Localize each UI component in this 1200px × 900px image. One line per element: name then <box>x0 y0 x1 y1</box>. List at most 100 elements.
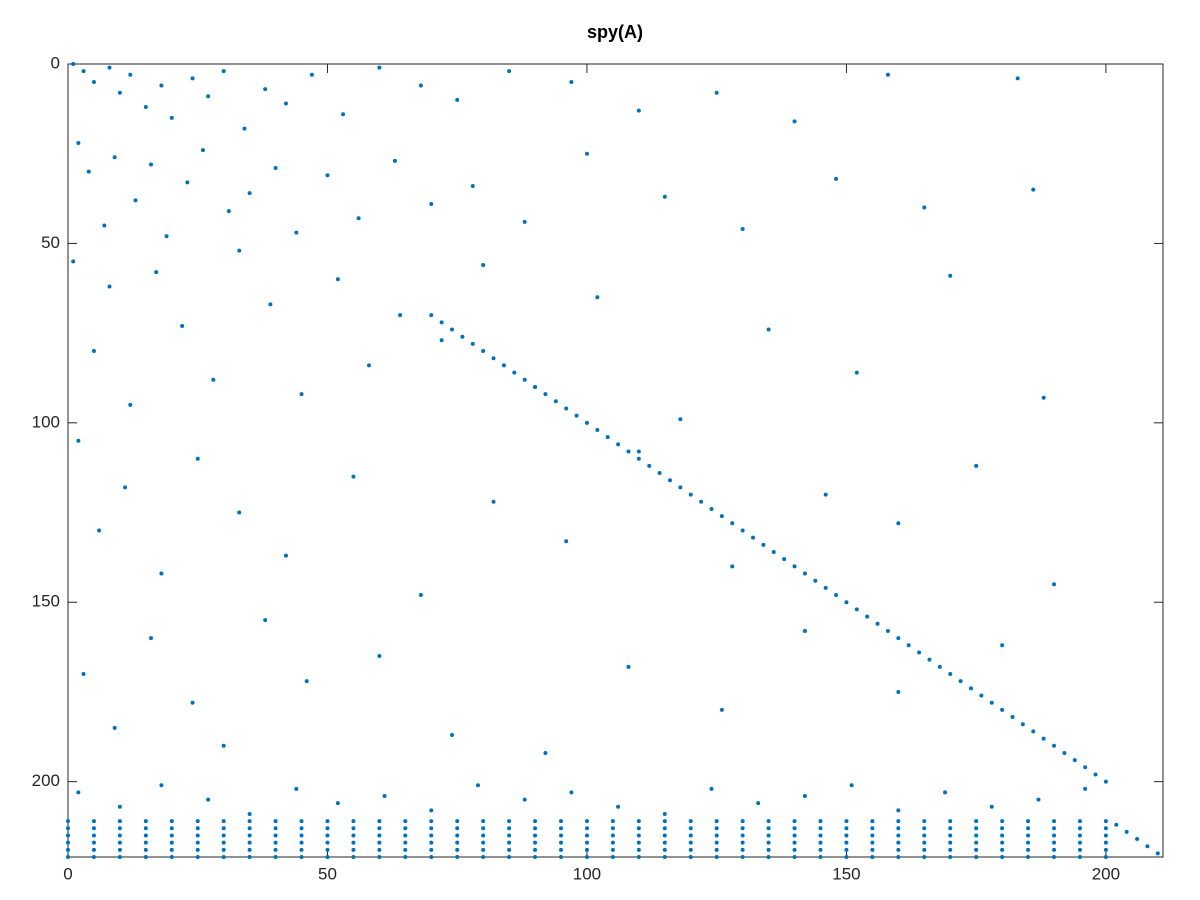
nonzero-dot <box>169 847 174 852</box>
nonzero-dot <box>366 363 371 368</box>
nonzero-dot <box>974 826 979 831</box>
nonzero-dot <box>792 855 797 859</box>
nonzero-dot <box>481 826 486 831</box>
nonzero-dot <box>450 327 455 332</box>
nonzero-dot <box>844 600 849 605</box>
nonzero-dot <box>325 819 330 824</box>
nonzero-dot <box>870 826 875 831</box>
nonzero-dot <box>91 847 96 852</box>
nonzero-dot <box>377 65 382 70</box>
nonzero-dot <box>1052 819 1057 824</box>
nonzero-dot <box>709 786 714 791</box>
nonzero-dot <box>200 148 205 153</box>
nonzero-dot <box>294 786 299 791</box>
nonzero-dot <box>636 456 641 461</box>
nonzero-dot <box>1052 840 1057 845</box>
nonzero-dot <box>870 840 875 845</box>
nonzero-dot <box>143 105 148 110</box>
nonzero-dot <box>418 83 423 88</box>
nonzero-dot <box>818 826 823 831</box>
nonzero-dot <box>1077 819 1082 824</box>
nonzero-dot <box>117 847 122 852</box>
nonzero-dot <box>818 855 823 859</box>
nonzero-dot <box>325 855 330 859</box>
nonzero-dot <box>429 826 434 831</box>
nonzero-dot <box>221 743 226 748</box>
nonzero-dot <box>616 442 621 447</box>
nonzero-dot <box>1000 819 1005 824</box>
nonzero-dot <box>610 847 615 852</box>
nonzero-dot <box>792 119 797 124</box>
nonzero-dot <box>740 833 745 838</box>
nonzero-dot <box>1031 187 1036 192</box>
nonzero-dot <box>802 794 807 798</box>
nonzero-dot <box>896 840 901 845</box>
nonzero-dot <box>678 417 683 422</box>
nonzero-dot <box>403 819 408 824</box>
nonzero-dot <box>714 840 719 845</box>
nonzero-dot <box>647 463 652 468</box>
nonzero-dot <box>584 151 589 156</box>
nonzero-dot <box>169 840 174 845</box>
nonzero-dot <box>1145 844 1150 849</box>
nonzero-dot <box>273 855 278 859</box>
nonzero-dot <box>481 840 486 845</box>
nonzero-dot <box>1103 840 1108 845</box>
x-tick-label: 200 <box>1092 864 1120 883</box>
nonzero-dot <box>522 377 527 382</box>
nonzero-dot <box>299 819 304 824</box>
nonzero-dot <box>948 826 953 831</box>
nonzero-dot <box>559 833 564 838</box>
nonzero-dot <box>766 833 771 838</box>
nonzero-dot <box>662 847 667 852</box>
nonzero-dot <box>382 794 387 798</box>
nonzero-dot <box>559 819 564 824</box>
nonzero-dot <box>714 90 719 95</box>
nonzero-dot <box>91 855 96 859</box>
nonzero-dot <box>584 840 589 845</box>
nonzero-dot <box>564 539 569 544</box>
nonzero-dot <box>195 456 200 461</box>
nonzero-dot <box>896 521 901 526</box>
nonzero-dot <box>1026 833 1031 838</box>
nonzero-dot <box>76 790 81 795</box>
nonzero-dot <box>974 840 979 845</box>
nonzero-dot <box>844 819 849 824</box>
nonzero-dot <box>325 173 330 178</box>
nonzero-dot <box>584 819 589 824</box>
nonzero-dot <box>714 833 719 838</box>
nonzero-dot <box>294 230 299 235</box>
nonzero-dot <box>169 819 174 824</box>
nonzero-dot <box>849 783 854 788</box>
nonzero-dot <box>740 847 745 852</box>
nonzero-dot <box>403 855 408 859</box>
nonzero-dot <box>507 847 512 852</box>
nonzero-dot <box>1077 847 1082 852</box>
nonzero-dot <box>906 643 911 648</box>
nonzero-dot <box>922 847 927 852</box>
nonzero-dot <box>1103 847 1108 852</box>
nonzero-dot <box>107 65 112 70</box>
nonzero-dot <box>1124 829 1129 834</box>
nonzero-dot <box>543 750 548 755</box>
nonzero-dot <box>247 847 252 852</box>
nonzero-dot <box>247 840 252 845</box>
nonzero-dot <box>662 826 667 831</box>
nonzero-dot <box>948 840 953 845</box>
nonzero-dot <box>325 833 330 838</box>
nonzero-dot <box>66 840 70 845</box>
nonzero-dot <box>948 833 953 838</box>
nonzero-dot <box>844 833 849 838</box>
nonzero-dot <box>569 79 574 84</box>
y-tick-label: 150 <box>32 592 60 611</box>
nonzero-dot <box>1072 758 1077 763</box>
nonzero-dot <box>766 819 771 824</box>
nonzero-dot <box>206 797 211 802</box>
nonzero-dot <box>133 198 138 203</box>
nonzero-dot <box>377 833 382 838</box>
nonzero-dot <box>943 790 948 795</box>
nonzero-dot <box>341 112 346 117</box>
nonzero-dot <box>1135 837 1140 842</box>
nonzero-dot <box>626 449 631 454</box>
nonzero-dot <box>896 847 901 852</box>
